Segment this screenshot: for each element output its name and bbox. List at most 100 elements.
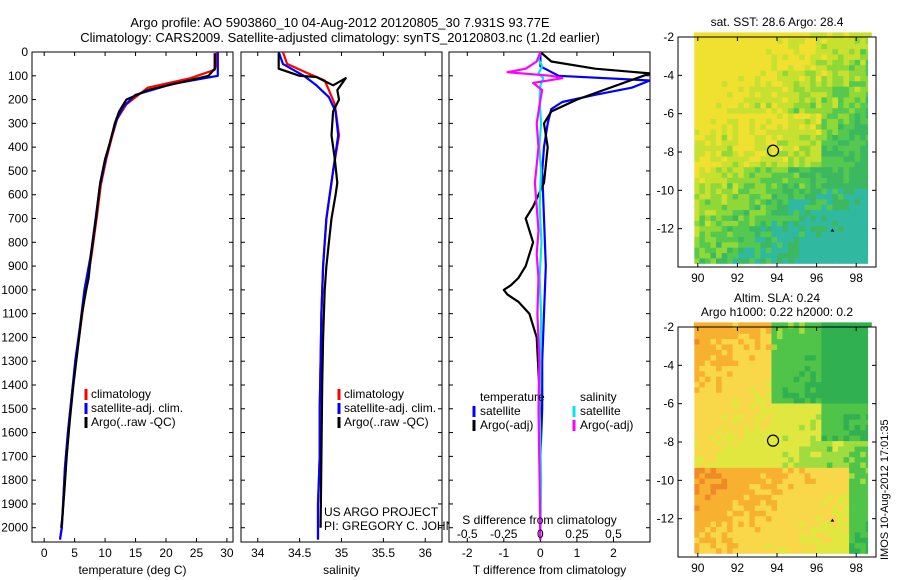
map-cell: [815, 231, 822, 237]
map-cell: [693, 338, 700, 345]
map-cell: [838, 392, 845, 399]
map-cell: [754, 225, 761, 232]
map-cell: [743, 510, 750, 517]
map-cell: [854, 354, 861, 361]
map-cell: [810, 370, 817, 377]
map-cell: [704, 75, 711, 82]
map-cell: [727, 204, 734, 211]
map-cell: [777, 134, 784, 141]
map-cell: [738, 231, 745, 237]
map-cell: [727, 521, 734, 527]
map-cell: [738, 134, 745, 141]
map-cell: [771, 75, 778, 82]
map-cell: [754, 472, 761, 479]
map-cell: [843, 107, 850, 114]
map-cell: [788, 456, 795, 463]
map-cell: [771, 451, 778, 458]
map-cell: [760, 188, 767, 194]
map-cell: [699, 429, 706, 436]
map-cell: [782, 547, 789, 554]
map-cell: [727, 182, 734, 189]
map-cell: [838, 150, 845, 157]
map-cell: [788, 225, 795, 232]
map-cell: [738, 43, 745, 50]
map-cell: [765, 182, 772, 189]
map-cell: [754, 488, 761, 495]
map-cell: [815, 59, 822, 66]
map-cell: [821, 134, 828, 141]
map-cell: [749, 53, 756, 60]
map-cell: [782, 338, 789, 345]
map-cell: [782, 386, 789, 393]
map-cell: [710, 64, 717, 71]
map-cell: [782, 129, 789, 135]
map-cell: [832, 59, 839, 66]
map-cell: [826, 134, 833, 141]
map-cell: [721, 112, 728, 119]
map-cell: [727, 112, 734, 119]
map-cell: [727, 188, 734, 194]
map-cell: [826, 198, 833, 205]
map-cell: [727, 467, 734, 474]
map-cell: [849, 542, 856, 549]
map-cell: [749, 177, 756, 184]
map-cell: [788, 48, 795, 55]
map-cell: [854, 139, 861, 146]
map-cell: [860, 322, 867, 329]
map-cell: [749, 247, 756, 254]
map-cell: [804, 494, 811, 501]
map-cell: [860, 177, 867, 184]
map-cell: [699, 32, 706, 39]
map-cell: [843, 257, 850, 264]
map-cell: [704, 467, 711, 474]
map-cell: [777, 86, 784, 93]
map-cell: [710, 537, 717, 544]
map-cell: [749, 349, 756, 356]
map-cell: [854, 461, 861, 468]
map-cell: [693, 182, 700, 189]
map-cell: [826, 376, 833, 383]
map-cell: [693, 510, 700, 517]
map-cell: [832, 43, 839, 50]
map-cell: [849, 53, 856, 60]
map-cell: [782, 402, 789, 409]
map-cell: [704, 392, 711, 399]
map-cell: [821, 386, 828, 393]
map-cell: [749, 193, 756, 200]
map-cell: [804, 48, 811, 55]
map-cell: [777, 521, 784, 527]
map-cell: [860, 86, 867, 93]
map-cell: [738, 53, 745, 60]
map-cell: [699, 494, 706, 501]
map-cell: [732, 365, 739, 372]
map-cell: [838, 252, 845, 259]
map-x-tick-label: 92: [731, 561, 745, 575]
map-cell: [826, 102, 833, 109]
map-cell: [771, 322, 778, 329]
map-cell: [860, 129, 867, 135]
map-cell: [765, 91, 772, 98]
map-cell: [804, 177, 811, 184]
map-cell: [804, 456, 811, 463]
map-cell: [821, 198, 828, 205]
map-cell: [832, 392, 839, 399]
map-cell: [738, 547, 745, 554]
map-cell: [749, 392, 756, 399]
map-cell: [721, 155, 728, 162]
map-cell: [860, 214, 867, 221]
map-cell: [699, 413, 706, 420]
map-cell: [777, 75, 784, 82]
map-cell: [804, 402, 811, 409]
map-cell: [721, 48, 728, 55]
map-cell: [832, 413, 839, 420]
map-cell: [743, 102, 750, 109]
map-cell: [860, 488, 867, 495]
map-cell: [854, 445, 861, 452]
map-cell: [843, 53, 850, 60]
map-cell: [782, 102, 789, 109]
map-cell: [749, 376, 756, 383]
map-cell: [760, 96, 767, 103]
map-cell: [777, 241, 784, 248]
map-cell: [721, 349, 728, 356]
map-cell: [860, 107, 867, 114]
